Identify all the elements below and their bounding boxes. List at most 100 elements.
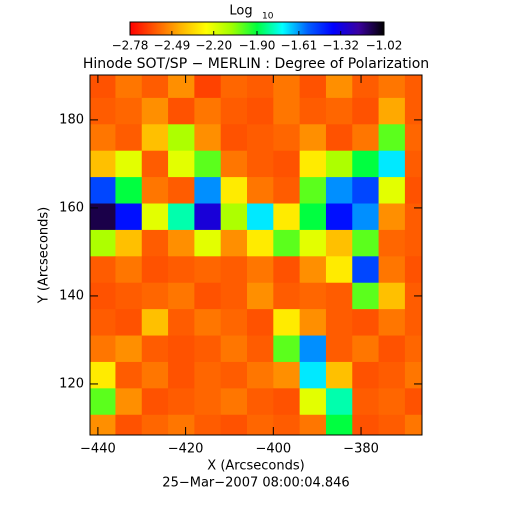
- colorbar-title: Log: [229, 4, 252, 19]
- heatmap-cell: [141, 124, 169, 152]
- colorbar-tick-label: −2.49: [153, 39, 190, 53]
- heatmap-cell: [194, 361, 222, 389]
- heatmap-cell: [90, 388, 116, 416]
- heatmap-cell: [168, 361, 195, 389]
- heatmap-cell: [90, 177, 116, 205]
- x-tick-label: −440: [80, 442, 116, 457]
- heatmap-cell: [141, 361, 169, 389]
- colorbar-tick-label: −1.02: [366, 39, 403, 53]
- heatmap-cell: [168, 203, 195, 231]
- heatmap-cell: [115, 75, 143, 99]
- heatmap-cell: [115, 203, 143, 231]
- heatmap-cell: [90, 124, 116, 152]
- heatmap-cell: [115, 335, 143, 363]
- heatmap-cell: [247, 75, 274, 99]
- heatmap-cell: [168, 282, 195, 310]
- heatmap-cell: [352, 177, 380, 205]
- heatmap-cell: [220, 203, 248, 231]
- heatmap-cell: [378, 309, 406, 337]
- heatmap-cell: [299, 229, 327, 257]
- heatmap-cell: [273, 97, 301, 125]
- heatmap-cell: [168, 177, 195, 205]
- heatmap-cell: [378, 335, 406, 363]
- x-tick-label: −380: [343, 442, 379, 457]
- heatmap-cell: [325, 97, 353, 125]
- heatmap-cell: [325, 203, 353, 231]
- heatmap-cell: [168, 229, 195, 257]
- heatmap-cell: [404, 414, 422, 435]
- heatmap-cell: [90, 229, 116, 257]
- heatmap-cell: [194, 388, 222, 416]
- heatmap-cell: [404, 335, 422, 363]
- heatmap-cell: [115, 177, 143, 205]
- y-tick-label: 180: [59, 112, 84, 127]
- heatmap-cell: [247, 203, 274, 231]
- heatmap-cell: [168, 388, 195, 416]
- subtitle: 25−Mar−2007 08:00:04.846: [162, 476, 349, 491]
- x-tick-label: −400: [255, 442, 291, 457]
- heatmap-cell: [378, 75, 406, 99]
- heatmap-cell: [141, 150, 169, 178]
- heatmap-cell: [141, 177, 169, 205]
- heatmap-cell: [273, 414, 301, 435]
- heatmap-cell: [273, 124, 301, 152]
- heatmap-cell: [115, 388, 143, 416]
- heatmap-cell: [273, 256, 301, 284]
- heatmap-cell: [299, 124, 327, 152]
- heatmap-cell: [299, 335, 327, 363]
- chart-title: Hinode SOT/SP − MERLIN : Degree of Polar…: [83, 56, 429, 72]
- heatmap-cell: [194, 414, 222, 435]
- heatmap-cell: [273, 177, 301, 205]
- heatmap-cell: [325, 150, 353, 178]
- heatmap-cell: [273, 75, 301, 99]
- heatmap-cell: [352, 309, 380, 337]
- heatmap-cell: [141, 229, 169, 257]
- heatmap-cell: [194, 309, 222, 337]
- heatmap-cell: [325, 335, 353, 363]
- heatmap-cell: [404, 361, 422, 389]
- heatmap: [90, 75, 422, 435]
- x-tick-label: −420: [168, 442, 204, 457]
- heatmap-cell: [194, 203, 222, 231]
- heatmap-cell: [141, 203, 169, 231]
- colorbar-tick-label: −1.61: [280, 39, 317, 53]
- heatmap-cell: [220, 388, 248, 416]
- heatmap-cell: [115, 97, 143, 125]
- heatmap-cell: [404, 150, 422, 178]
- heatmap-cell: [247, 256, 274, 284]
- heatmap-cell: [90, 97, 116, 125]
- heatmap-cell: [404, 124, 422, 152]
- heatmap-cell: [194, 150, 222, 178]
- heatmap-cell: [299, 361, 327, 389]
- heatmap-cell: [404, 97, 422, 125]
- heatmap-cell: [168, 309, 195, 337]
- heatmap-cell: [273, 229, 301, 257]
- heatmap-cell: [325, 361, 353, 389]
- heatmap-cell: [352, 256, 380, 284]
- heatmap-cell: [299, 414, 327, 435]
- heatmap-cell: [352, 75, 380, 99]
- heatmap-cell: [194, 335, 222, 363]
- heatmap-cell: [325, 75, 353, 99]
- heatmap-cell: [404, 203, 422, 231]
- heatmap-cell: [247, 361, 274, 389]
- heatmap-cell: [378, 97, 406, 125]
- heatmap-cell: [220, 414, 248, 435]
- heatmap-cell: [378, 150, 406, 178]
- heatmap-cell: [220, 75, 248, 99]
- heatmap-cell: [378, 361, 406, 389]
- heatmap-cell: [168, 75, 195, 99]
- heatmap-cell: [352, 150, 380, 178]
- heatmap-cell: [168, 414, 195, 435]
- heatmap-cell: [352, 203, 380, 231]
- heatmap-cell: [90, 256, 116, 284]
- heatmap-cell: [168, 150, 195, 178]
- heatmap-cell: [247, 124, 274, 152]
- colorbar-tick-label: −1.90: [239, 39, 276, 53]
- heatmap-cell: [325, 388, 353, 416]
- heatmap-cell: [115, 256, 143, 284]
- heatmap-cell: [299, 282, 327, 310]
- heatmap-cell: [115, 124, 143, 152]
- heatmap-cell: [378, 414, 406, 435]
- heatmap-cell: [299, 97, 327, 125]
